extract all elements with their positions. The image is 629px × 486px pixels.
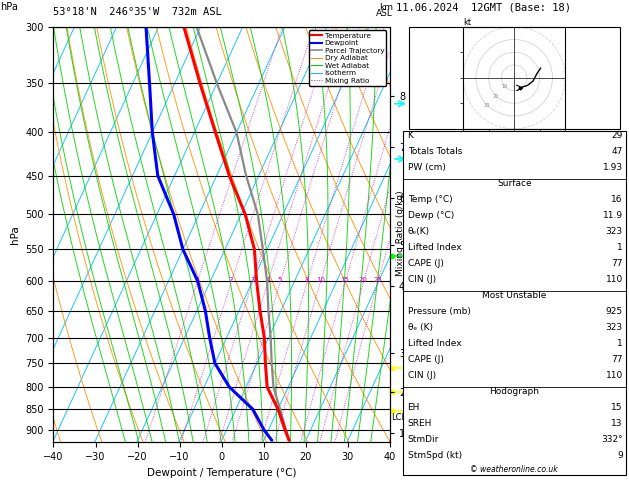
Text: 8: 8 [304, 277, 309, 283]
Text: Totals Totals: Totals Totals [408, 147, 462, 156]
Text: 15: 15 [611, 403, 623, 412]
Text: K: K [408, 131, 413, 140]
Text: 332°: 332° [601, 435, 623, 444]
Text: © weatheronline.co.uk: © weatheronline.co.uk [470, 465, 558, 474]
Text: 323: 323 [606, 227, 623, 236]
Text: LCL: LCL [391, 413, 406, 422]
Text: Most Unstable: Most Unstable [482, 291, 547, 300]
Text: Hodograph: Hodograph [489, 387, 539, 396]
Text: 15: 15 [341, 277, 350, 283]
Text: CIN (J): CIN (J) [408, 275, 436, 284]
Text: 1: 1 [617, 243, 623, 252]
Text: Pressure (mb): Pressure (mb) [408, 307, 470, 316]
Text: 323: 323 [606, 323, 623, 332]
Text: 47: 47 [611, 147, 623, 156]
Text: CAPE (J): CAPE (J) [408, 355, 443, 364]
Text: CAPE (J): CAPE (J) [408, 259, 443, 268]
Text: 25: 25 [373, 277, 382, 283]
Text: PW (cm): PW (cm) [408, 163, 445, 172]
Text: θₑ (K): θₑ (K) [408, 323, 433, 332]
Text: 11.06.2024  12GMT (Base: 18): 11.06.2024 12GMT (Base: 18) [396, 2, 571, 12]
Text: km: km [379, 3, 393, 12]
Text: EH: EH [408, 403, 420, 412]
Text: 110: 110 [606, 371, 623, 380]
Text: 11.9: 11.9 [603, 211, 623, 220]
Text: 925: 925 [606, 307, 623, 316]
Text: 1.93: 1.93 [603, 163, 623, 172]
Text: 1: 1 [195, 277, 199, 283]
Text: StmDir: StmDir [408, 435, 439, 444]
Text: 10: 10 [502, 85, 508, 89]
Text: 30: 30 [484, 103, 490, 108]
Text: Dewp (°C): Dewp (°C) [408, 211, 454, 220]
Text: 9: 9 [617, 451, 623, 460]
Text: hPa: hPa [0, 2, 18, 12]
Text: 53°18'N  246°35'W  732m ASL: 53°18'N 246°35'W 732m ASL [53, 7, 222, 17]
Text: 20: 20 [359, 277, 368, 283]
Text: Surface: Surface [497, 179, 532, 188]
Text: CIN (J): CIN (J) [408, 371, 436, 380]
X-axis label: Dewpoint / Temperature (°C): Dewpoint / Temperature (°C) [147, 468, 296, 478]
Text: 110: 110 [606, 275, 623, 284]
Text: 10: 10 [316, 277, 325, 283]
Text: 77: 77 [611, 355, 623, 364]
Text: SREH: SREH [408, 419, 432, 428]
Text: 4: 4 [265, 277, 270, 283]
Text: 29: 29 [611, 131, 623, 140]
Text: 2: 2 [229, 277, 233, 283]
Text: 5: 5 [278, 277, 282, 283]
Y-axis label: hPa: hPa [9, 225, 19, 244]
Legend: Temperature, Dewpoint, Parcel Trajectory, Dry Adiabat, Wet Adiabat, Isotherm, Mi: Temperature, Dewpoint, Parcel Trajectory… [309, 30, 386, 86]
Text: 3: 3 [250, 277, 255, 283]
Text: StmSpd (kt): StmSpd (kt) [408, 451, 462, 460]
Text: Mixing Ratio (g/kg): Mixing Ratio (g/kg) [396, 191, 405, 276]
Text: ASL: ASL [376, 9, 393, 18]
Text: 20: 20 [493, 94, 499, 99]
Text: kt: kt [463, 17, 471, 27]
Text: 13: 13 [611, 419, 623, 428]
Text: Temp (°C): Temp (°C) [408, 195, 452, 204]
Text: 1: 1 [617, 339, 623, 348]
Text: Lifted Index: Lifted Index [408, 243, 461, 252]
Text: 77: 77 [611, 259, 623, 268]
Text: Lifted Index: Lifted Index [408, 339, 461, 348]
Text: θₑ(K): θₑ(K) [408, 227, 430, 236]
Text: 16: 16 [611, 195, 623, 204]
